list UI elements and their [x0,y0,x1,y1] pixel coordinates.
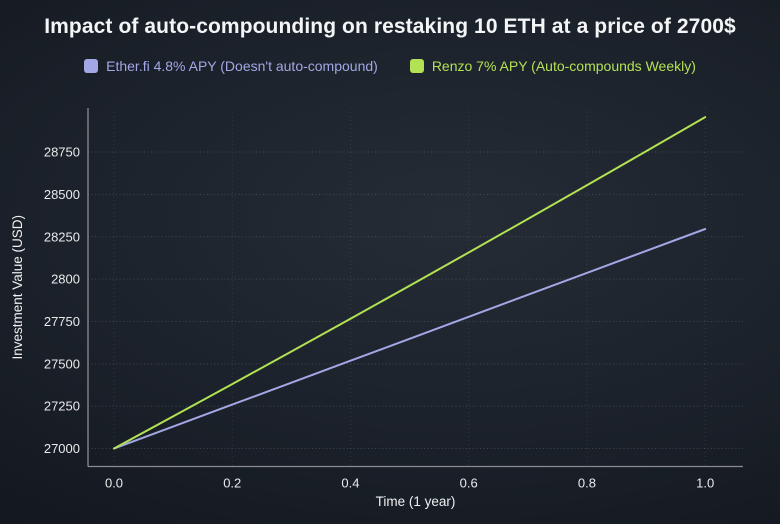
x-tick-label: 0.0 [105,476,123,491]
y-tick-label: 27250 [44,399,80,414]
x-axis-title: Time (1 year) [376,494,456,509]
chart-title: Impact of auto-compounding on restaking … [44,15,736,38]
etherfi-series-swatch-icon [84,59,99,73]
y-tick-label: 28750 [44,145,80,160]
y-tick-label: 27000 [44,441,80,456]
legend-item-renzo: Renzo 7% APY (Auto-compounds Weekly) [409,58,696,74]
legend: Ether.fi 4.8% APY (Doesn't auto-compound… [0,58,780,74]
legend-label-renzo: Renzo 7% APY (Auto-compounds Weekly) [431,58,696,74]
etherfi-series-line [113,228,707,450]
legend-label-etherfi: Ether.fi 4.8% APY (Doesn't auto-compound… [106,58,378,74]
renzo-series-swatch-icon [409,59,424,73]
x-tick-label: 0.2 [223,476,241,491]
y-tick-label: 27500 [44,356,80,371]
y-tick-label: 28250 [44,229,80,244]
x-tick-label: 1.0 [696,476,714,491]
y-tick-label: 27750 [44,314,80,329]
y-axis-title: Investment Value (USD) [10,215,25,360]
y-tick-label: 28500 [44,187,80,202]
x-tick-label: 0.6 [460,476,478,491]
legend-item-etherfi: Ether.fi 4.8% APY (Doesn't auto-compound… [84,58,378,74]
renzo-series-line [113,116,707,450]
y-tick-label: 2800 [51,272,80,287]
x-tick-label: 0.4 [341,476,359,491]
x-tick-label: 0.8 [578,476,596,491]
